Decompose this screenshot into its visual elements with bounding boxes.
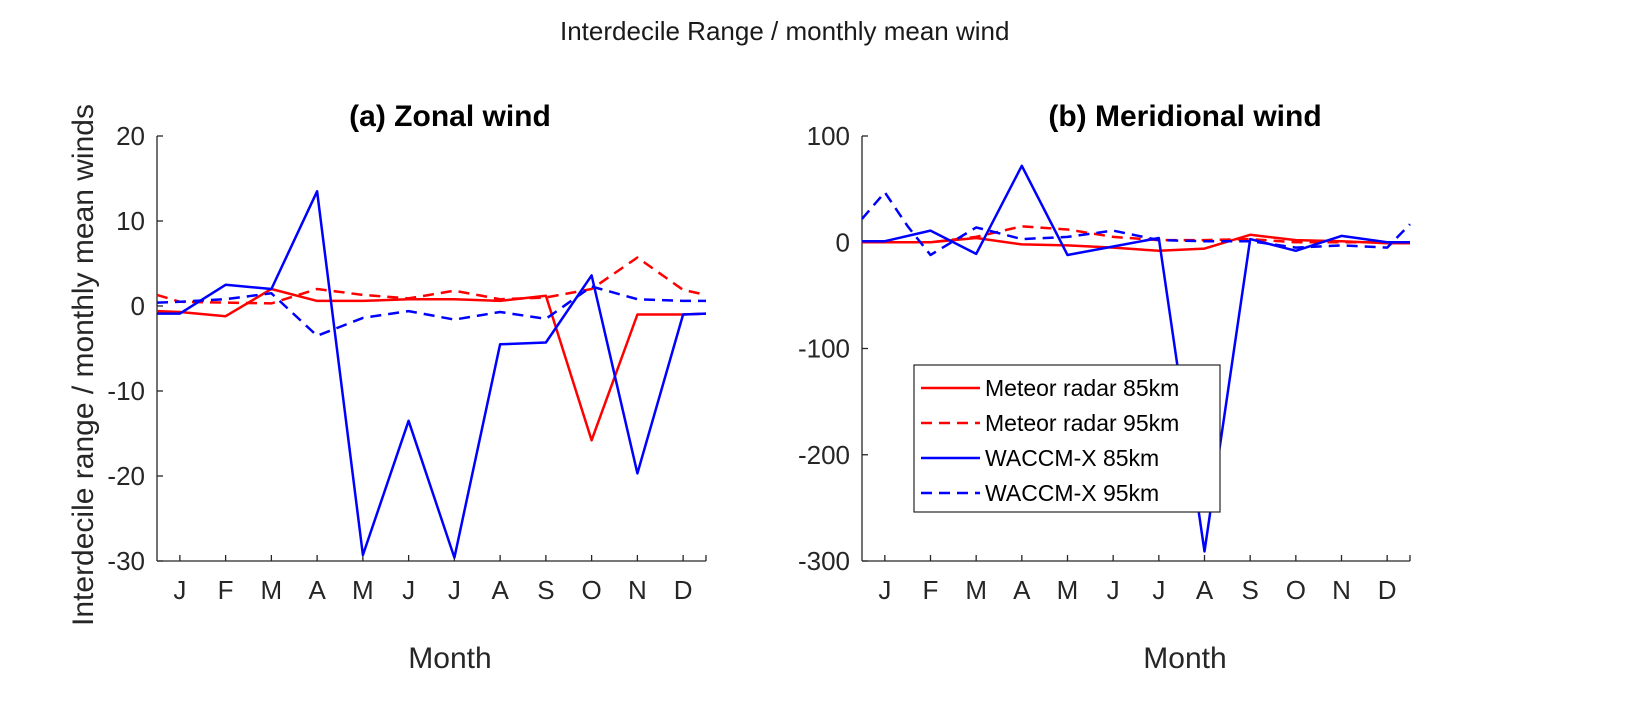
- panel-b-x-tick-label: A: [1196, 575, 1214, 605]
- panel-a-series-waccm-x-95km: [156, 285, 706, 338]
- panel-a-series-meteor-radar-85km: [156, 287, 707, 442]
- panel-b-x-tick-label: N: [1332, 575, 1351, 605]
- panel-b-x-tick-label: J: [1107, 575, 1120, 605]
- panel-a-x-tick-label: J: [448, 575, 461, 605]
- panel-a-y-tick-label: -10: [107, 376, 145, 406]
- panel-b-y-tick-label: -200: [798, 440, 850, 470]
- panel-a-series-waccm-x-85km: [157, 190, 707, 559]
- panel-a-series-meteor-radar-95km: [156, 256, 707, 305]
- panel-b-x-tick-label: O: [1286, 575, 1306, 605]
- legend-box: [913, 364, 1221, 513]
- figure-suptitle: Interdecile Range / monthly mean wind: [560, 16, 1009, 46]
- legend: Meteor radar 85km Meteor radar 95km WACC…: [913, 364, 1221, 513]
- panel-b-x-tick-label: J: [1152, 575, 1165, 605]
- panel-b-x-tick-label: S: [1241, 575, 1258, 605]
- panel-a-x-tick-label: M: [352, 575, 374, 605]
- legend-label-meteor-radar-95km: Meteor radar 95km: [985, 410, 1179, 436]
- panel-a-y-tick-label: 20: [116, 121, 145, 151]
- panel-b-x-tick-label: J: [878, 575, 891, 605]
- panel-b-x-tick-label: A: [1013, 575, 1031, 605]
- panel-a-x-tick-label: O: [582, 575, 602, 605]
- shared-y-axis-label: Interdecile range / monthly mean winds: [67, 104, 100, 626]
- panel-b-series-waccm-x-85km: [862, 164, 1410, 553]
- panel-a-x-tick-label: S: [537, 575, 554, 605]
- legend-label-waccm-x-95km: WACCM-X 95km: [985, 480, 1159, 506]
- panel-a-x-tick-label: A: [491, 575, 509, 605]
- panel-a-y-tick-label: -20: [107, 461, 145, 491]
- panel-b-series-meteor-radar-95km: [862, 225, 1410, 244]
- panel-a-x-tick-label: J: [402, 575, 415, 605]
- panel-b-y-tick-label: 0: [836, 227, 850, 257]
- panel-a-x-tick-label: F: [218, 575, 234, 605]
- panel-b-x-tick-label: M: [965, 575, 987, 605]
- panel-a-x-tick-label: M: [261, 575, 283, 605]
- panel-a-x-tick-label: J: [173, 575, 186, 605]
- panel-b-title: (b) Meridional wind: [1048, 100, 1321, 133]
- panel-a-x-tick-label: N: [628, 575, 647, 605]
- panel-b-y-tick-label: 100: [807, 121, 850, 151]
- panel-b-x-tick-label: D: [1378, 575, 1397, 605]
- panel-a-title: (a) Zonal wind: [349, 100, 551, 133]
- panel-a-y-tick-label: 0: [131, 291, 145, 321]
- panel-b-x-tick-label: M: [1057, 575, 1079, 605]
- panel-a-x-tick-label: A: [308, 575, 326, 605]
- panel-b-y-tick-label: -300: [798, 546, 850, 576]
- panel-b-y-tick-label: -100: [798, 334, 850, 364]
- panel-a-x-tick-label: D: [674, 575, 693, 605]
- panel-a-y-tick-label: -30: [107, 546, 145, 576]
- legend-label-meteor-radar-85km: Meteor radar 85km: [985, 375, 1179, 401]
- panel-a-y-tick-label: 10: [116, 206, 145, 236]
- panel-a-x-axis-label: Month: [408, 642, 491, 675]
- panel-b-x-axis-label: Month: [1143, 642, 1226, 675]
- legend-label-waccm-x-85km: WACCM-X 85km: [985, 445, 1159, 471]
- panel-b-x-tick-label: F: [923, 575, 939, 605]
